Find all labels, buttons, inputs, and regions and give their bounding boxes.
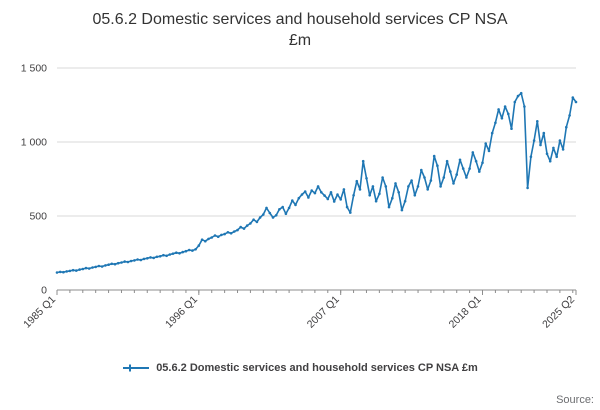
y-tick-label: 1 000 bbox=[21, 136, 47, 148]
y-tick-label: 500 bbox=[29, 210, 47, 222]
x-tick-label: 2007 Q1 bbox=[305, 293, 342, 330]
chart-title: 05.6.2 Domestic services and household s… bbox=[30, 10, 570, 52]
x-tick-label: 1985 Q1 bbox=[21, 293, 58, 330]
gridlines: 0 500 1 000 1 500 bbox=[21, 62, 576, 296]
line-chart: 0 500 1 000 1 500 1985 Q1 1996 Q1 2007 Q1 2018 … bbox=[21, 62, 578, 330]
chart-title-line1: 05.6.2 Domestic services and household s… bbox=[92, 11, 508, 28]
y-tick-label: 0 bbox=[41, 284, 47, 296]
chart-page: 05.6.2 Domestic services and household s… bbox=[0, 10, 600, 410]
series bbox=[55, 91, 578, 274]
x-tick-label: 2025 Q2 bbox=[540, 293, 577, 330]
legend: 05.6.2 Domestic services and household s… bbox=[0, 362, 600, 374]
x-axis: 1985 Q1 1996 Q1 2007 Q1 2018 Q1 2025 Q2 bbox=[21, 289, 577, 330]
series-line bbox=[56, 91, 577, 273]
legend-label: 05.6.2 Domestic services and household s… bbox=[156, 362, 478, 374]
chart-title-unit: £m bbox=[288, 31, 312, 49]
legend-line-icon bbox=[123, 364, 150, 372]
source-label: Source: bbox=[556, 394, 594, 406]
x-tick-label: 2018 Q1 bbox=[447, 293, 484, 330]
x-tick-label: 1996 Q1 bbox=[163, 293, 200, 330]
y-tick-label: 1 500 bbox=[21, 62, 47, 74]
